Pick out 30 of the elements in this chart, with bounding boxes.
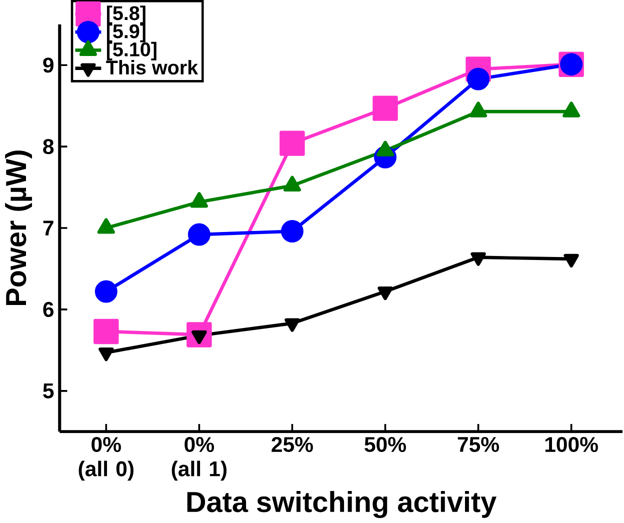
- legend-label: This work: [106, 60, 198, 74]
- y-tick-label: 8: [43, 138, 54, 154]
- x-tick-label: 75%: [458, 436, 499, 452]
- point: [280, 220, 304, 242]
- x-axis-title: Data switching activity: [187, 490, 496, 518]
- point: [284, 318, 300, 332]
- point: [192, 330, 207, 344]
- point: [188, 223, 210, 246]
- point: [98, 347, 114, 362]
- point: [467, 68, 490, 90]
- x-tick-label: 0% (all 0): [78, 436, 134, 481]
- y-tick-label: 6: [43, 302, 54, 317]
- point: [378, 286, 393, 300]
- y-tick-label: 7: [43, 220, 54, 236]
- legend-label: [5.10]: [106, 42, 156, 60]
- y-axis-title: Power (µW): [5, 150, 32, 305]
- x-tick-label: 100%: [545, 436, 598, 452]
- point: [372, 96, 398, 121]
- y-tick-label: 5: [43, 383, 54, 398]
- point: [94, 318, 119, 344]
- point: [94, 280, 118, 303]
- x-tick-label: 0% (all 1): [172, 436, 226, 481]
- point: [470, 252, 486, 266]
- y-tick-label: 9: [43, 58, 54, 73]
- legend-label: [5.9]: [106, 24, 146, 42]
- x-tick-label: 25%: [272, 436, 313, 452]
- x-tick-label: 50%: [364, 436, 406, 452]
- point: [280, 130, 305, 156]
- legend-label: [5.8]: [106, 6, 146, 24]
- point: [564, 254, 579, 268]
